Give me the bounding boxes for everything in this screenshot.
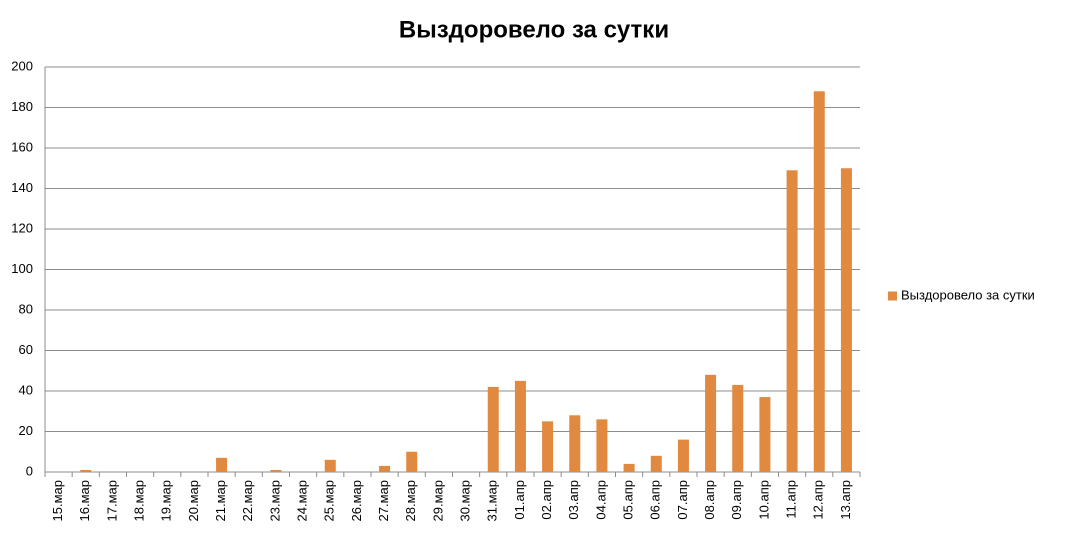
y-tick-label: 0 [26,463,33,478]
x-tick-label: 02.апр [539,480,554,520]
bar [596,419,608,472]
x-tick-label: 20.мар [186,480,201,521]
x-tick-label: 06.апр [648,480,663,520]
y-tick-label: 100 [11,261,33,276]
bar [324,459,336,472]
legend-swatch [888,291,897,301]
x-tick-label: 09.апр [729,480,744,520]
bar [270,469,282,472]
y-tick-label: 20 [19,423,33,438]
x-tick-label: 26.мар [349,480,364,521]
y-tick-label: 80 [19,301,33,316]
bar [677,439,689,472]
bar [542,421,554,472]
x-tick-label: 17.мар [104,480,119,521]
x-tick-label: 03.апр [566,480,581,520]
x-tick-label: 28.мар [403,480,418,521]
y-tick-label: 40 [19,382,33,397]
y-tick-label: 120 [11,220,33,235]
bar [514,380,526,472]
x-tick-label: 07.апр [675,480,690,520]
x-tick-label: 19.мар [159,480,174,521]
x-tick-label: 18.мар [132,480,147,521]
legend-label: Выздоровело за сутки [901,287,1035,302]
x-tick-label: 21.мар [213,480,228,521]
x-tick-label: 11.апр [784,480,799,519]
x-tick-label: 22.мар [240,480,255,521]
bar [623,463,635,472]
bar [80,469,92,472]
bar [705,374,717,472]
x-tick-label: 08.апр [702,480,717,520]
chart-title: Выздоровело за сутки [399,16,669,43]
bar [650,455,662,472]
x-tick-label: 25.мар [322,480,337,521]
x-tick-label: 16.мар [77,480,92,521]
x-tick-label: 27.мар [376,480,391,521]
bar [487,386,499,472]
y-tick-label: 160 [11,139,33,154]
y-tick-label: 140 [11,180,33,195]
x-tick-label: 10.апр [756,480,771,520]
bar [732,384,744,472]
y-tick-label: 200 [11,58,33,73]
bar [216,457,228,472]
bar [759,397,771,472]
bar [569,415,581,472]
x-tick-label: 29.мар [430,480,445,521]
x-tick-label: 30.мар [458,480,473,521]
x-tick-label: 12.апр [811,480,826,520]
x-tick-label: 24.мар [295,480,310,521]
x-tick-label: 01.апр [512,480,527,520]
x-tick-label: 13.апр [838,480,853,520]
x-tick-label: 23.мар [267,480,282,521]
x-tick-label: 04.апр [593,480,608,520]
y-tick-label: 180 [11,99,33,114]
bar [379,465,391,472]
bar [840,168,852,472]
x-tick-label: 31.мар [485,480,500,521]
bar [406,451,418,472]
bar [813,91,825,473]
x-tick-label: 05.апр [621,480,636,520]
bar [786,170,798,472]
x-tick-label: 15.мар [50,480,65,521]
y-tick-label: 60 [19,342,33,357]
